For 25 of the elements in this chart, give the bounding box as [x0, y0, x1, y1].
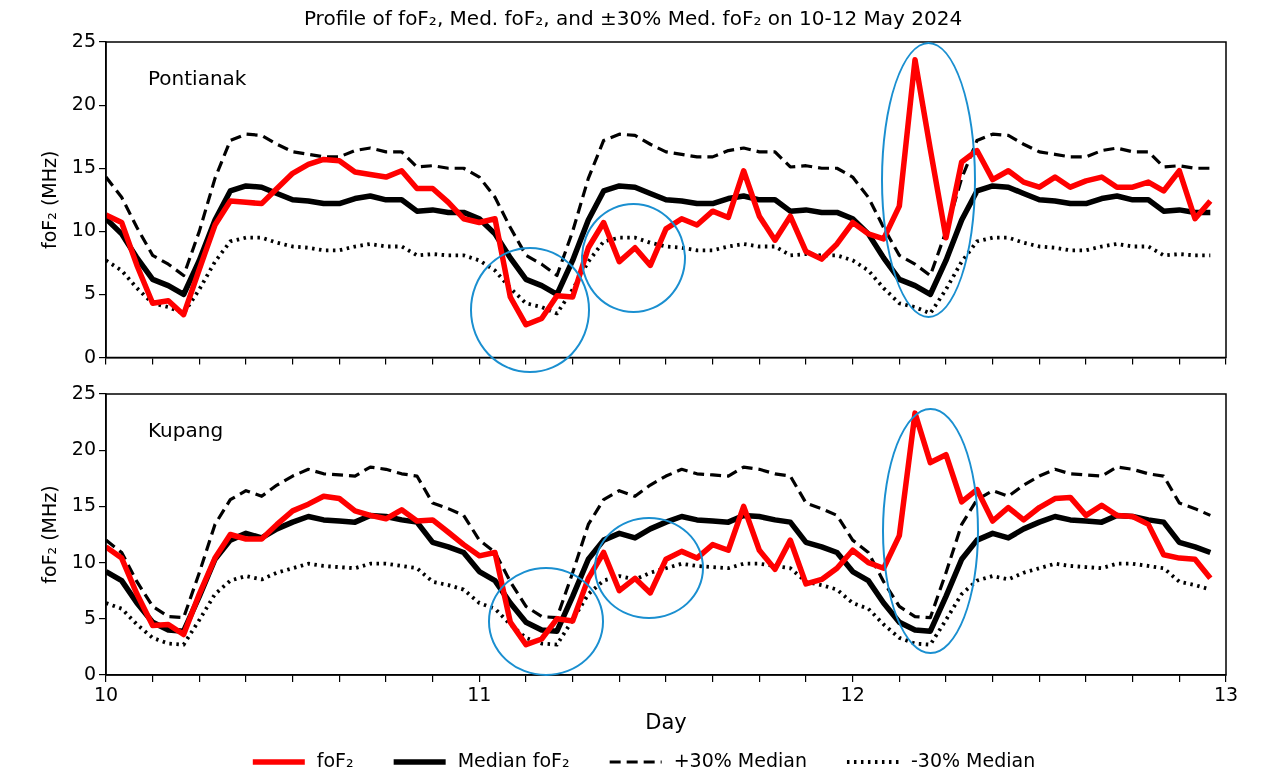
legend-label: +30% Median [673, 748, 807, 771]
y-tick-label: 0 [83, 344, 96, 367]
x-tick-label: 13 [1213, 683, 1239, 706]
y-tick-label: 20 [71, 437, 96, 460]
y-axis-title: foF₂ (MHz) [38, 485, 61, 584]
y-tick-label: 5 [83, 605, 96, 628]
y-tick-label: 5 [83, 281, 96, 304]
y-tick-label: 25 [71, 380, 96, 403]
x-tick-label: 11 [467, 683, 492, 706]
x-tick-label: 12 [840, 683, 865, 706]
legend-label: -30% Median [910, 748, 1036, 771]
y-tick-label: 15 [71, 155, 96, 178]
y-tick-label: 0 [83, 661, 96, 684]
legend-label: foF₂ [316, 748, 354, 771]
y-tick-label: 25 [71, 28, 96, 51]
x-axis-title: Day [645, 709, 687, 734]
y-tick-label: 20 [71, 92, 96, 115]
y-tick-label: 10 [71, 549, 96, 572]
y-tick-label: 15 [71, 493, 96, 516]
y-tick-label: 10 [71, 218, 96, 241]
annotation: Kupang [147, 418, 224, 443]
y-axis-title: foF₂ (MHz) [38, 150, 61, 249]
annotation: Pontianak [147, 66, 247, 91]
chart-title: Profile of foF₂, Med. foF₂, and ±30% Med. foF₂ on 10-12 May 2024 [303, 6, 963, 31]
legend-label: Median foF₂ [457, 748, 570, 771]
